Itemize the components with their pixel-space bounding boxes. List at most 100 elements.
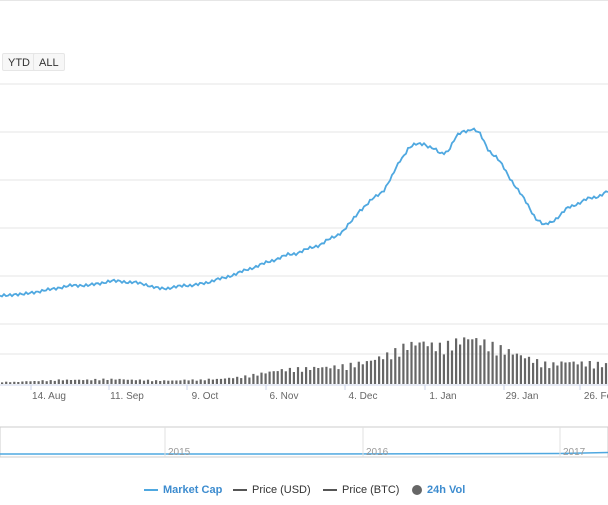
volume-bar <box>523 358 527 384</box>
navigator-background[interactable] <box>0 426 608 458</box>
volume-bar <box>98 380 101 384</box>
volume-bar <box>17 382 20 384</box>
legend-line-icon <box>233 489 247 492</box>
volume-bar <box>90 380 93 384</box>
volume-bar <box>9 382 12 384</box>
volume-bar <box>592 368 595 384</box>
volume-bar <box>65 379 69 384</box>
volume-bar <box>333 365 336 384</box>
volume-bar <box>349 362 352 384</box>
legend-market-cap[interactable]: Market Cap <box>144 481 222 499</box>
volume-bar <box>69 380 73 384</box>
volume-bar <box>394 348 397 384</box>
volume-bar <box>118 378 121 384</box>
volume-bar <box>373 359 377 384</box>
volume-bar <box>280 369 283 384</box>
volume-bar <box>284 371 287 384</box>
volume-bar <box>337 369 340 384</box>
volume-bar <box>207 378 210 384</box>
volume-bar <box>94 378 97 384</box>
legend-24h-vol[interactable]: 24h Vol <box>412 481 465 499</box>
volume-bar <box>532 362 535 384</box>
volume-bar <box>215 378 218 384</box>
x-tick-label: 11. Sep <box>110 391 144 402</box>
volume-bar <box>86 379 89 384</box>
volume-bar <box>13 381 16 384</box>
volume-bar <box>106 380 109 384</box>
volume-bar <box>406 350 409 384</box>
volume-bar <box>438 342 441 384</box>
volume-bar <box>536 359 539 384</box>
volume-bar <box>236 376 239 384</box>
volume-bar <box>187 380 190 384</box>
volume-bar <box>264 373 267 384</box>
range-button-all[interactable]: ALL <box>33 53 65 71</box>
volume-bar <box>155 380 158 384</box>
volume-bar <box>463 337 466 384</box>
volume-bar <box>296 367 300 384</box>
volume-bar <box>491 341 494 384</box>
volume-bar <box>560 361 563 384</box>
volume-bar <box>199 379 202 384</box>
volume-bar <box>382 359 385 384</box>
volume-bar <box>446 340 450 384</box>
range-button-ytd[interactable]: YTD <box>2 53 36 71</box>
volume-bar <box>511 354 514 384</box>
volume-bar <box>390 359 393 384</box>
volume-bar <box>479 345 482 384</box>
legend: Market Cap Price (USD) Price (BTC) 24h V… <box>0 481 608 499</box>
legend-label: Price (BTC) <box>342 484 400 496</box>
navigator-label: 2015 <box>168 447 191 458</box>
volume-bar <box>580 361 583 384</box>
volume-bar <box>568 362 571 384</box>
volume-bar <box>507 349 510 384</box>
volume-bars <box>1 337 608 384</box>
volume-bar <box>276 371 279 384</box>
volume-bar <box>426 346 429 384</box>
volume-bar <box>353 367 356 384</box>
volume-bar <box>317 368 320 384</box>
volume-bar <box>122 379 125 384</box>
x-tick-label: 1. Jan <box>429 391 456 402</box>
market-chart[interactable]: 14. Aug 11. Sep 9. Oct 6. Nov 4. Dec 1. Jan 29… <box>0 0 608 470</box>
volume-bar <box>252 373 255 384</box>
legend-label: Market Cap <box>163 484 223 496</box>
legend-price-btc[interactable]: Price (BTC) <box>323 481 399 499</box>
volume-bar <box>321 367 324 384</box>
volume-bar <box>114 379 117 384</box>
volume-bar <box>126 379 129 384</box>
volume-bar <box>309 370 312 384</box>
volume-bar <box>483 339 486 384</box>
volume-bar <box>604 363 608 384</box>
volume-bar <box>503 354 506 384</box>
volume-bar <box>325 366 328 384</box>
navigator[interactable]: 2015 2016 2017 <box>0 426 608 458</box>
volume-bar <box>272 371 275 384</box>
volume-bar <box>163 380 166 384</box>
volume-bar <box>357 361 360 384</box>
legend-price-usd[interactable]: Price (USD) <box>233 481 311 499</box>
volume-bar <box>21 381 24 384</box>
volume-bar <box>203 380 206 384</box>
volume-bar <box>519 355 522 384</box>
volume-bar <box>183 379 186 384</box>
volume-bar <box>138 379 141 384</box>
volume-bar <box>499 345 502 384</box>
volume-bar <box>430 342 433 384</box>
legend-line-icon <box>144 489 158 492</box>
volume-bar <box>600 367 604 384</box>
volume-bar <box>29 381 32 384</box>
navigator-label: 2016 <box>366 447 389 458</box>
volume-bar <box>455 338 458 384</box>
volume-bar <box>442 354 445 384</box>
volume-bar <box>244 375 247 384</box>
volume-bar <box>151 381 154 384</box>
volume-bar <box>142 380 146 384</box>
volume-bar <box>223 378 227 384</box>
x-tick-label: 9. Oct <box>192 391 219 402</box>
volume-bar <box>329 368 332 384</box>
volume-bar <box>175 380 178 384</box>
volume-bar <box>1 382 4 384</box>
volume-bar <box>260 372 263 384</box>
navigator-series-line <box>0 451 608 455</box>
